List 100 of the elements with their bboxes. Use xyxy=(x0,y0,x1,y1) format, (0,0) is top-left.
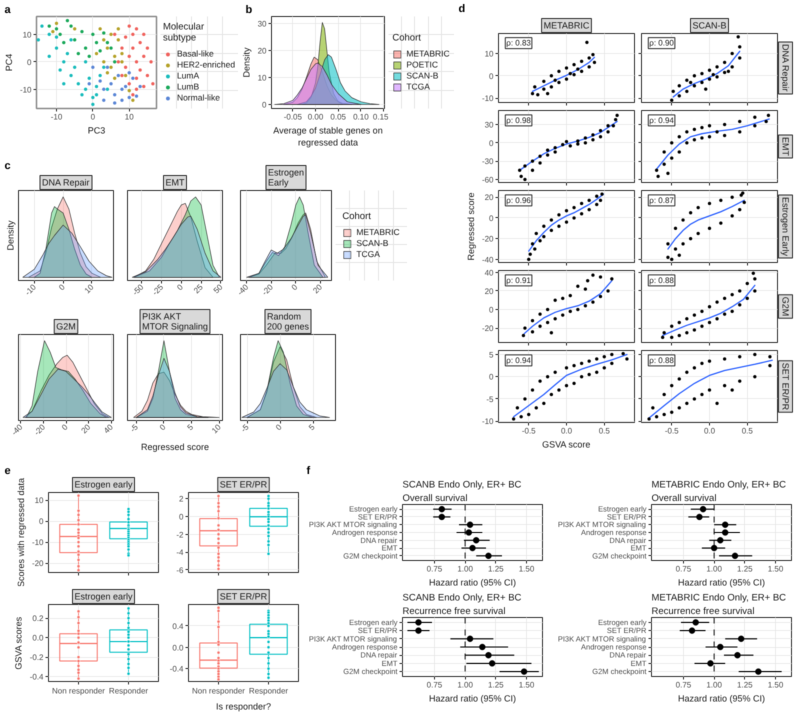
chart-title: SCANB Endo Only, ER+ BC xyxy=(402,592,522,604)
x-tick-label: 1.00 xyxy=(457,680,474,690)
annotation: ρ: 0.87 xyxy=(649,196,674,205)
x-tick-label: 0 xyxy=(158,422,168,432)
x-tick-label: 0.75 xyxy=(426,564,443,574)
y-tick-label: 20 xyxy=(484,193,494,202)
x-tick-label: -50 xyxy=(130,282,146,298)
x-tick-label: Responder xyxy=(108,686,148,696)
x-axis-title: GSVA score xyxy=(542,440,590,450)
text: G2M xyxy=(780,296,790,316)
legend-label: TCGA xyxy=(406,82,430,92)
x-tick-label: Non responder xyxy=(192,686,246,696)
chart-subtitle: Recurrence free survival xyxy=(652,606,754,617)
y-tick-label: 0 xyxy=(489,72,494,81)
x-tick-label: -0.5 xyxy=(522,426,536,436)
x-axis-title: Hazard ratio (95% CI) xyxy=(678,578,766,588)
legend-title: Molecular subtype xyxy=(162,22,206,44)
text: DNA Repair xyxy=(780,44,790,92)
chart-subtitle: Recurrence free survival xyxy=(402,606,506,617)
chart-title: METABRIC Endo Only, ER+ BC xyxy=(652,480,786,490)
annotation: ρ: 0.96 xyxy=(506,196,532,205)
x-tick-label: -5 xyxy=(128,422,140,434)
chart-title: PI3K AKT MTOR Signaling xyxy=(142,312,208,332)
annotation: ρ: 0.88 xyxy=(649,276,674,285)
legend-label: TCGA xyxy=(356,249,380,259)
x-tick-label: -5 xyxy=(239,422,252,434)
x-axis-title: Is responder? xyxy=(216,702,272,712)
x-tick-label: 0.05 xyxy=(330,112,347,122)
y-tick-label: -2 xyxy=(176,530,184,540)
annotation: ρ: 0.88 xyxy=(649,356,674,365)
legend-label: SCAN-B xyxy=(356,238,388,248)
text: EMT xyxy=(780,137,790,156)
x-axis-title: Hazard ratio (95% CI) xyxy=(678,694,766,704)
x-tick-label: 0.5 xyxy=(742,426,754,436)
y-tick-label: 10 xyxy=(22,30,32,40)
y-tick-label: 40 xyxy=(484,268,494,278)
y-tick-label: -10 xyxy=(482,94,494,104)
x-tick-label: Responder xyxy=(248,686,288,696)
y-tick-label: -5 xyxy=(486,394,494,404)
y-axis-title: Density xyxy=(242,46,252,78)
legend-title: Cohort xyxy=(342,211,372,222)
y-tick-label: -4 xyxy=(176,548,184,558)
text: e xyxy=(4,465,11,477)
legend-title: Cohort xyxy=(392,32,422,44)
x-tick-label: 10 xyxy=(210,422,224,436)
x-tick-label: 10 xyxy=(82,282,96,296)
y-tick-label: 0 xyxy=(489,214,494,223)
x-tick-label: 0 xyxy=(274,422,284,432)
y-tick-label: -0.4 xyxy=(30,672,44,682)
annotation: ρ: 0.94 xyxy=(649,116,674,125)
chart-subtitle: Overall survival xyxy=(402,493,468,504)
y-tick-label: 20 xyxy=(258,46,268,56)
x-tick-label: 1.50 xyxy=(518,564,535,574)
x-tick-label: -0.05 xyxy=(284,112,302,122)
y-tick-label: 10 xyxy=(258,73,268,82)
x-tick-label: 1.25 xyxy=(488,564,504,574)
y-tick-label: 30 xyxy=(484,120,494,130)
chart-title: METABRIC Endo Only, ER+ BC xyxy=(652,592,786,604)
x-tick-label: Non responder xyxy=(52,686,106,696)
chart-title: SCAN-B xyxy=(692,20,727,30)
annotation: ρ: 0.98 xyxy=(506,116,532,125)
text: d xyxy=(458,3,466,15)
y-tick-label: -30 xyxy=(482,157,494,166)
y-tick-label: 30 xyxy=(258,19,268,28)
y-tick-label: -10 xyxy=(20,85,32,94)
legend-label: HER2-enriched xyxy=(176,60,236,70)
x-tick-label: 1.00 xyxy=(706,564,722,574)
y-tick-label: -20 xyxy=(482,234,494,244)
x-tick-label: 1.00 xyxy=(457,564,474,574)
x-tick-label: 0 xyxy=(90,112,96,122)
chart-title: DNA Repair xyxy=(42,178,90,188)
legend-label: LumA xyxy=(176,70,200,80)
x-tick-label: 0.00 xyxy=(308,112,324,122)
text: Estrogen Early xyxy=(780,196,790,257)
text: f xyxy=(306,465,310,477)
x-tick-label: 0 xyxy=(60,422,70,432)
x-tick-label: 1.25 xyxy=(488,680,504,690)
y-tick-label: 0 xyxy=(262,100,268,110)
y-axis-title: GSVA scores xyxy=(14,616,24,670)
y-tick-label: 0 xyxy=(179,512,184,522)
x-tick-label: 50 xyxy=(212,282,225,296)
y-tick-label: 0.0 xyxy=(172,643,184,652)
x-tick-label: 1.00 xyxy=(706,680,722,690)
y-tick-label: -0.2 xyxy=(30,653,44,662)
x-axis-title: PC3 xyxy=(88,126,106,136)
x-tick-label: 0.75 xyxy=(426,680,443,690)
x-tick-label: -0.5 xyxy=(664,426,680,436)
y-tick-label: -20 xyxy=(482,324,494,334)
x-tick-label: 0.75 xyxy=(676,680,692,690)
x-tick-label: 10 xyxy=(124,112,134,122)
y-tick-label: 0 xyxy=(489,372,494,382)
x-tick-label: 0.10 xyxy=(353,112,370,122)
y-tick-label: 0.4 xyxy=(172,622,184,631)
y-axis-title: Density xyxy=(6,220,16,251)
x-tick-label: 25 xyxy=(192,282,206,296)
x-axis-title: Hazard ratio (95% CI) xyxy=(428,694,516,704)
x-tick-label: 20 xyxy=(80,422,93,436)
chart-title: METABRIC xyxy=(544,20,590,30)
chart-title: G2M xyxy=(56,322,76,332)
annotation: ρ: 0.83 xyxy=(506,38,532,48)
